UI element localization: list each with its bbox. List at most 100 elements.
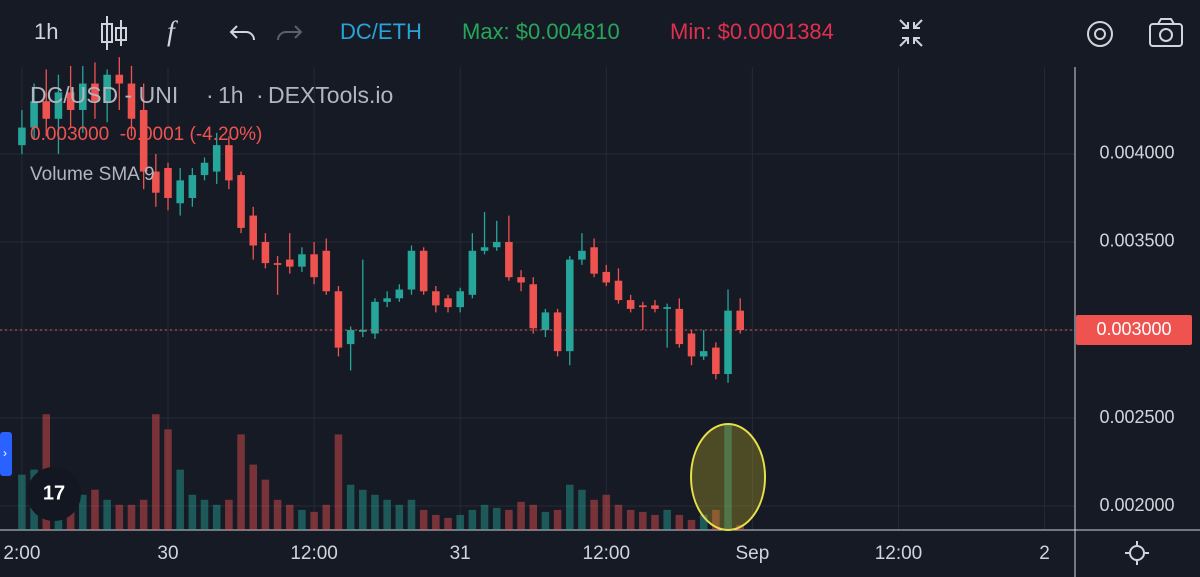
- x-tick-label: 2: [1039, 543, 1050, 564]
- volume-bar: [602, 494, 611, 530]
- candle-body: [590, 247, 598, 274]
- y-tick-label: 0.002000: [1099, 495, 1174, 515]
- candle-body: [359, 330, 367, 332]
- candle-body: [553, 312, 562, 352]
- volume-bar: [432, 514, 440, 530]
- min-price: Min: $0.0001384: [670, 19, 834, 44]
- candle-body: [127, 83, 136, 119]
- interval-button[interactable]: 1h: [34, 19, 58, 44]
- volume-bar: [346, 484, 355, 530]
- volume-bar: [103, 499, 111, 530]
- volume-bar: [724, 424, 732, 530]
- volume-bar: [699, 514, 708, 530]
- candle-body: [468, 250, 477, 295]
- volume-bar: [261, 479, 270, 530]
- candle-body: [517, 277, 525, 283]
- volume-bar: [505, 509, 513, 530]
- settings-icon[interactable]: [1087, 21, 1113, 47]
- volume-bar: [383, 499, 391, 530]
- volume-bar: [541, 511, 550, 530]
- candle-body: [30, 101, 38, 128]
- x-tick-label: 12:00: [875, 543, 923, 564]
- candle-body: [602, 271, 611, 283]
- volume-bar: [529, 504, 538, 530]
- volume-bar: [663, 509, 671, 530]
- volume-bar: [492, 507, 501, 530]
- volume-bar: [115, 504, 124, 530]
- redo-icon[interactable]: [277, 25, 303, 41]
- volume-bar: [285, 504, 294, 530]
- volume-bar: [359, 489, 367, 530]
- fullscreen-icon[interactable]: [899, 19, 923, 47]
- indicator: Volume SMA 9: [30, 164, 155, 185]
- pair[interactable]: DC/ETH: [340, 19, 422, 44]
- candle-body: [322, 250, 331, 292]
- candle-body: [578, 250, 586, 260]
- candle-body: [699, 351, 708, 357]
- candle-body: [407, 250, 416, 290]
- time-settings-icon[interactable]: [1125, 541, 1149, 565]
- candle-body: [505, 241, 513, 278]
- candle-body: [237, 175, 245, 228]
- y-tick-label: 0.003500: [1099, 231, 1174, 251]
- volume-bar: [164, 429, 172, 530]
- candle-icon[interactable]: [101, 16, 127, 50]
- volume-bar: [553, 509, 562, 530]
- candle-body: [176, 180, 184, 204]
- volume-bar: [590, 499, 598, 530]
- separator: ·: [206, 82, 214, 108]
- legend: DC/USD - UNI · 1h · DEXTools.io 0.003000…: [30, 82, 393, 185]
- volume-bar: [371, 494, 379, 530]
- side-tab[interactable]: [0, 432, 12, 476]
- side-tab-arrow[interactable]: ›: [3, 446, 7, 460]
- candle-body: [249, 215, 258, 246]
- x-tick-label: 31: [450, 543, 471, 564]
- candle-body: [200, 162, 209, 176]
- highlight: [690, 423, 767, 531]
- candle-body: [79, 83, 87, 110]
- quote: 0.003000 -0.0001 (-4.20%): [30, 124, 262, 145]
- candle-body: [724, 310, 732, 375]
- candle-body: [139, 109, 148, 172]
- candle-body: [66, 92, 75, 110]
- candle-body: [626, 300, 635, 309]
- volume-bar: [468, 509, 477, 530]
- candle-body: [419, 250, 428, 292]
- volume-bar: [139, 499, 148, 530]
- candle-body: [712, 347, 720, 375]
- undo-icon[interactable]: [229, 25, 255, 41]
- candle-body: [54, 92, 63, 119]
- candle-body: [371, 301, 379, 334]
- volume-bar: [675, 514, 684, 530]
- volume-bar: [565, 484, 574, 530]
- volume-bar: [456, 514, 464, 530]
- volume-bar: [444, 517, 452, 530]
- candle-body: [91, 83, 99, 102]
- volume-bar: [517, 501, 525, 530]
- indicator-icon[interactable]: f: [167, 16, 178, 47]
- candle-body: [212, 145, 221, 172]
- candle-body: [541, 312, 550, 331]
- volume-bar: [176, 469, 184, 530]
- toolbar: 1h f DC/ETH Max: $0.004810 Min: $0.00013…: [34, 16, 1183, 50]
- y-tick-label: 0.002500: [1099, 407, 1174, 427]
- logo: [27, 467, 81, 521]
- volume-bar: [639, 511, 647, 530]
- volume-bar: [334, 434, 343, 530]
- candle-body: [639, 305, 647, 308]
- candle-body: [432, 291, 440, 306]
- screenshot-icon[interactable]: [1149, 18, 1183, 47]
- candle-body: [310, 254, 318, 278]
- max-price: Max: $0.004810: [462, 19, 620, 44]
- candle-body: [492, 241, 501, 248]
- volume-bar: [249, 464, 258, 530]
- volume-bar: [91, 489, 99, 530]
- candle-body: [115, 74, 124, 84]
- volume-bar: [395, 504, 404, 530]
- candle-body: [188, 175, 197, 198]
- volume-bar: [480, 504, 489, 530]
- volume-bar: [419, 509, 428, 530]
- source: DEXTools.io: [268, 82, 393, 108]
